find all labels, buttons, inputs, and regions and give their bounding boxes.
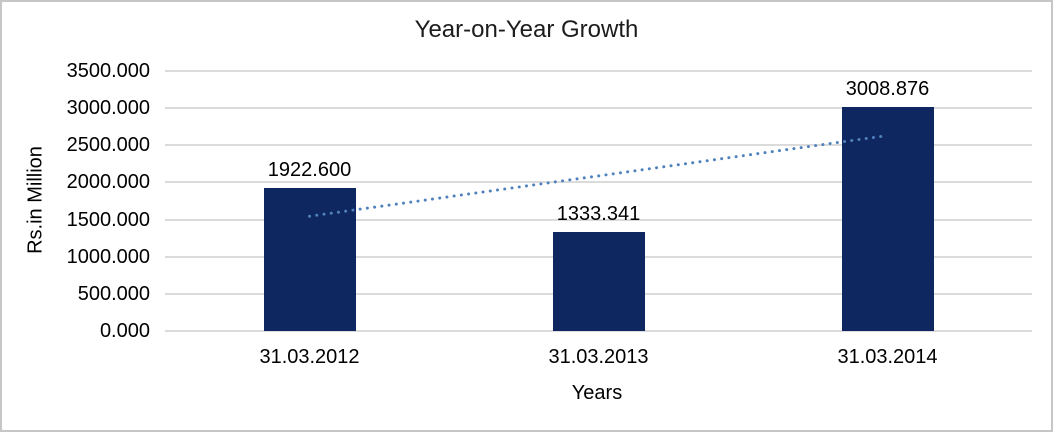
bar-value-label: 1922.600 bbox=[267, 159, 352, 182]
x-axis-category-label: 31.03.2013 bbox=[548, 346, 649, 368]
gridline bbox=[165, 70, 1032, 72]
plot-area: 1922.600 1333.341 3008.876 bbox=[165, 70, 1032, 332]
chart-title: Year-on-Year Growth bbox=[414, 16, 639, 43]
y-axis-tick-label: 1000.000 bbox=[66, 245, 150, 268]
y-axis-tick-label: 500.000 bbox=[77, 282, 150, 305]
trendline-path bbox=[308, 134, 889, 218]
x-axis-category-label: 31.03.2014 bbox=[837, 346, 938, 368]
y-axis-tick-label: 0.000 bbox=[99, 320, 150, 342]
gridline bbox=[165, 330, 1032, 332]
y-axis-tick-label: 3000.000 bbox=[66, 97, 150, 120]
x-axis-category-label: 31.03.2012 bbox=[259, 346, 360, 368]
bar-value-label: 3008.876 bbox=[845, 78, 930, 101]
y-axis-title: Rs.in Million bbox=[24, 146, 47, 254]
y-axis-tick-label: 1500.000 bbox=[66, 208, 150, 231]
trendline bbox=[308, 134, 889, 218]
bar bbox=[263, 188, 356, 331]
gridline bbox=[165, 107, 1032, 110]
y-axis-tick-label: 2000.000 bbox=[66, 171, 150, 194]
gridline bbox=[165, 144, 1032, 147]
gridline bbox=[165, 218, 1032, 221]
bar bbox=[552, 231, 645, 331]
y-axis-tick-label: 3500.000 bbox=[66, 60, 150, 82]
y-axis-tick-label: 2500.000 bbox=[66, 134, 150, 157]
gridline bbox=[165, 181, 1032, 184]
bar bbox=[841, 107, 934, 331]
x-axis-title: Years bbox=[571, 382, 623, 404]
bar-value-label: 1333.341 bbox=[556, 202, 641, 225]
